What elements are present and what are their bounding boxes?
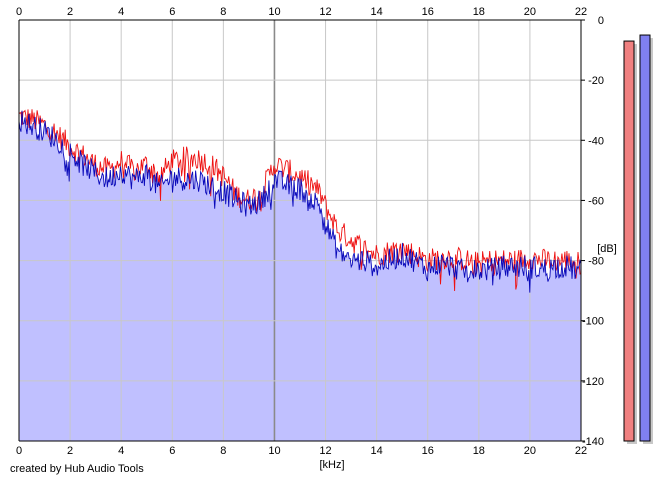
x-axis-label: [kHz] <box>319 459 344 471</box>
y-tick-label: -140 <box>582 436 604 448</box>
x-tick-top: 22 <box>575 6 587 18</box>
x-tick-top: 16 <box>422 6 434 18</box>
x-tick-bottom: 8 <box>220 445 226 457</box>
series-layer <box>18 109 582 293</box>
x-tick-top: 18 <box>473 6 485 18</box>
y-tick-label: -40 <box>588 135 604 147</box>
y-tick-label: -20 <box>588 75 604 87</box>
level-meters <box>623 34 653 445</box>
y-tick-label: 0 <box>598 15 604 27</box>
y-axis-label: [dB] <box>597 243 617 255</box>
x-tick-bottom: 20 <box>524 445 536 457</box>
level-meter-blue <box>639 34 651 442</box>
x-tick-top: 6 <box>169 6 175 18</box>
x-tick-top: 20 <box>524 6 536 18</box>
series-line-red <box>18 109 582 292</box>
x-tick-bottom: 18 <box>473 445 485 457</box>
x-tick-top: 0 <box>16 6 22 18</box>
x-tick-bottom: 22 <box>575 445 587 457</box>
credit-text: created by Hub Audio Tools <box>10 463 144 475</box>
y-tick-label: -120 <box>582 376 604 388</box>
x-tick-bottom: 0 <box>16 445 22 457</box>
x-tick-top: 10 <box>268 6 280 18</box>
spectrum-area <box>19 110 581 441</box>
y-tick-label: -60 <box>588 195 604 207</box>
x-tick-bottom: 14 <box>371 445 383 457</box>
x-tick-top: 12 <box>319 6 331 18</box>
x-tick-bottom: 16 <box>422 445 434 457</box>
x-tick-bottom: 6 <box>169 445 175 457</box>
axis-layer: 002244668810101212141416161818202022220-… <box>16 6 604 457</box>
y-tick-label: -80 <box>588 256 604 268</box>
x-tick-bottom: 12 <box>319 445 331 457</box>
x-tick-bottom: 10 <box>268 445 280 457</box>
level-meter-red <box>623 40 635 442</box>
x-tick-bottom: 2 <box>67 445 73 457</box>
x-tick-top: 2 <box>67 6 73 18</box>
series-line-blue <box>18 110 582 293</box>
x-tick-top: 14 <box>371 6 383 18</box>
spectrum-fill-layer <box>19 110 581 441</box>
x-tick-top: 8 <box>220 6 226 18</box>
x-tick-top: 4 <box>118 6 124 18</box>
y-tick-label: -100 <box>582 316 604 328</box>
x-tick-bottom: 4 <box>118 445 124 457</box>
